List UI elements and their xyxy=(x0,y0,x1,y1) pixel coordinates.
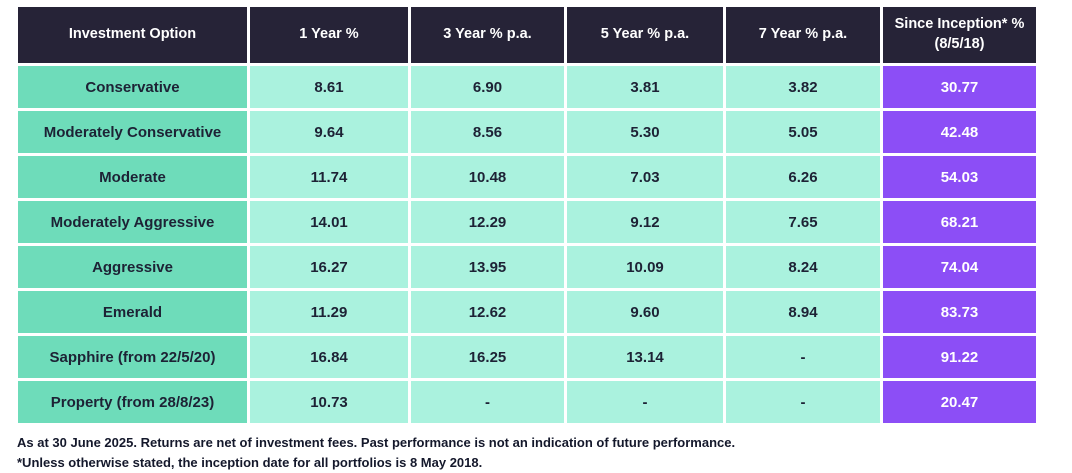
value-cell: 16.25 xyxy=(408,333,567,381)
table-row-sapphire: Sapphire (from 22/5/20) 16.84 16.25 13.1… xyxy=(15,333,1039,381)
value-cell: 13.95 xyxy=(408,243,567,291)
footnote-as-at: As at 30 June 2025. Returns are net of i… xyxy=(17,435,736,450)
row-label: Sapphire (from 22/5/20) xyxy=(15,333,250,381)
value-cell: 11.74 xyxy=(247,153,411,201)
col-header-3-year: 3 Year % p.a. xyxy=(408,4,567,66)
investment-returns-table: Investment Option 1 Year % 3 Year % p.a.… xyxy=(15,4,1039,426)
value-cell: - xyxy=(723,333,883,381)
value-cell: 8.56 xyxy=(408,108,567,156)
header-row: Investment Option 1 Year % 3 Year % p.a.… xyxy=(15,4,1039,66)
table-row-moderately-aggressive: Moderately Aggressive 14.01 12.29 9.12 7… xyxy=(15,198,1039,246)
inception-value-cell: 20.47 xyxy=(880,378,1039,426)
inception-value-cell: 74.04 xyxy=(880,243,1039,291)
value-cell: 9.60 xyxy=(564,288,726,336)
value-cell: 6.26 xyxy=(723,153,883,201)
table-row-property: Property (from 28/8/23) 10.73 - - - 20.4… xyxy=(15,378,1039,426)
col-header-5-year: 5 Year % p.a. xyxy=(564,4,726,66)
row-label: Moderately Aggressive xyxy=(15,198,250,246)
value-cell: 5.05 xyxy=(723,108,883,156)
inception-value-cell: 83.73 xyxy=(880,288,1039,336)
value-cell: 3.81 xyxy=(564,63,726,111)
col-header-investment-option: Investment Option xyxy=(15,4,250,66)
row-label: Moderately Conservative xyxy=(15,108,250,156)
value-cell: 7.03 xyxy=(564,153,726,201)
value-cell: 10.73 xyxy=(247,378,411,426)
col-header-1-year: 1 Year % xyxy=(247,4,411,66)
inception-value-cell: 30.77 xyxy=(880,63,1039,111)
inception-value-cell: 68.21 xyxy=(880,198,1039,246)
table-row-aggressive: Aggressive 16.27 13.95 10.09 8.24 74.04 xyxy=(15,243,1039,291)
value-cell: - xyxy=(723,378,883,426)
row-label: Aggressive xyxy=(15,243,250,291)
footnotes: As at 30 June 2025. Returns are net of i… xyxy=(17,433,1072,473)
value-cell: 8.94 xyxy=(723,288,883,336)
table-row-moderate: Moderate 11.74 10.48 7.03 6.26 54.03 xyxy=(15,153,1039,201)
value-cell: 8.24 xyxy=(723,243,883,291)
row-label: Conservative xyxy=(15,63,250,111)
col-header-since-inception: Since Inception* % (8/5/18) xyxy=(880,4,1039,66)
value-cell: 12.62 xyxy=(408,288,567,336)
row-label: Emerald xyxy=(15,288,250,336)
value-cell: 8.61 xyxy=(247,63,411,111)
row-label: Property (from 28/8/23) xyxy=(15,378,250,426)
value-cell: 12.29 xyxy=(408,198,567,246)
table-row-moderately-conservative: Moderately Conservative 9.64 8.56 5.30 5… xyxy=(15,108,1039,156)
value-cell: 6.90 xyxy=(408,63,567,111)
col-header-7-year: 7 Year % p.a. xyxy=(723,4,883,66)
inception-value-cell: 42.48 xyxy=(880,108,1039,156)
value-cell: 11.29 xyxy=(247,288,411,336)
footnote-inception-date: *Unless otherwise stated, the inception … xyxy=(17,455,483,471)
value-cell: 9.64 xyxy=(247,108,411,156)
table-row-conservative: Conservative 8.61 6.90 3.81 3.82 30.77 xyxy=(15,63,1039,111)
value-cell: 9.12 xyxy=(564,198,726,246)
table-row-emerald: Emerald 11.29 12.62 9.60 8.94 83.73 xyxy=(15,288,1039,336)
value-cell: 10.09 xyxy=(564,243,726,291)
value-cell: 5.30 xyxy=(564,108,726,156)
row-label: Moderate xyxy=(15,153,250,201)
value-cell: 16.27 xyxy=(247,243,411,291)
value-cell: - xyxy=(408,378,567,426)
value-cell: 3.82 xyxy=(723,63,883,111)
inception-value-cell: 91.22 xyxy=(880,333,1039,381)
value-cell: 7.65 xyxy=(723,198,883,246)
value-cell: 10.48 xyxy=(408,153,567,201)
inception-value-cell: 54.03 xyxy=(880,153,1039,201)
value-cell: 16.84 xyxy=(247,333,411,381)
value-cell: - xyxy=(564,378,726,426)
value-cell: 13.14 xyxy=(564,333,726,381)
value-cell: 14.01 xyxy=(247,198,411,246)
